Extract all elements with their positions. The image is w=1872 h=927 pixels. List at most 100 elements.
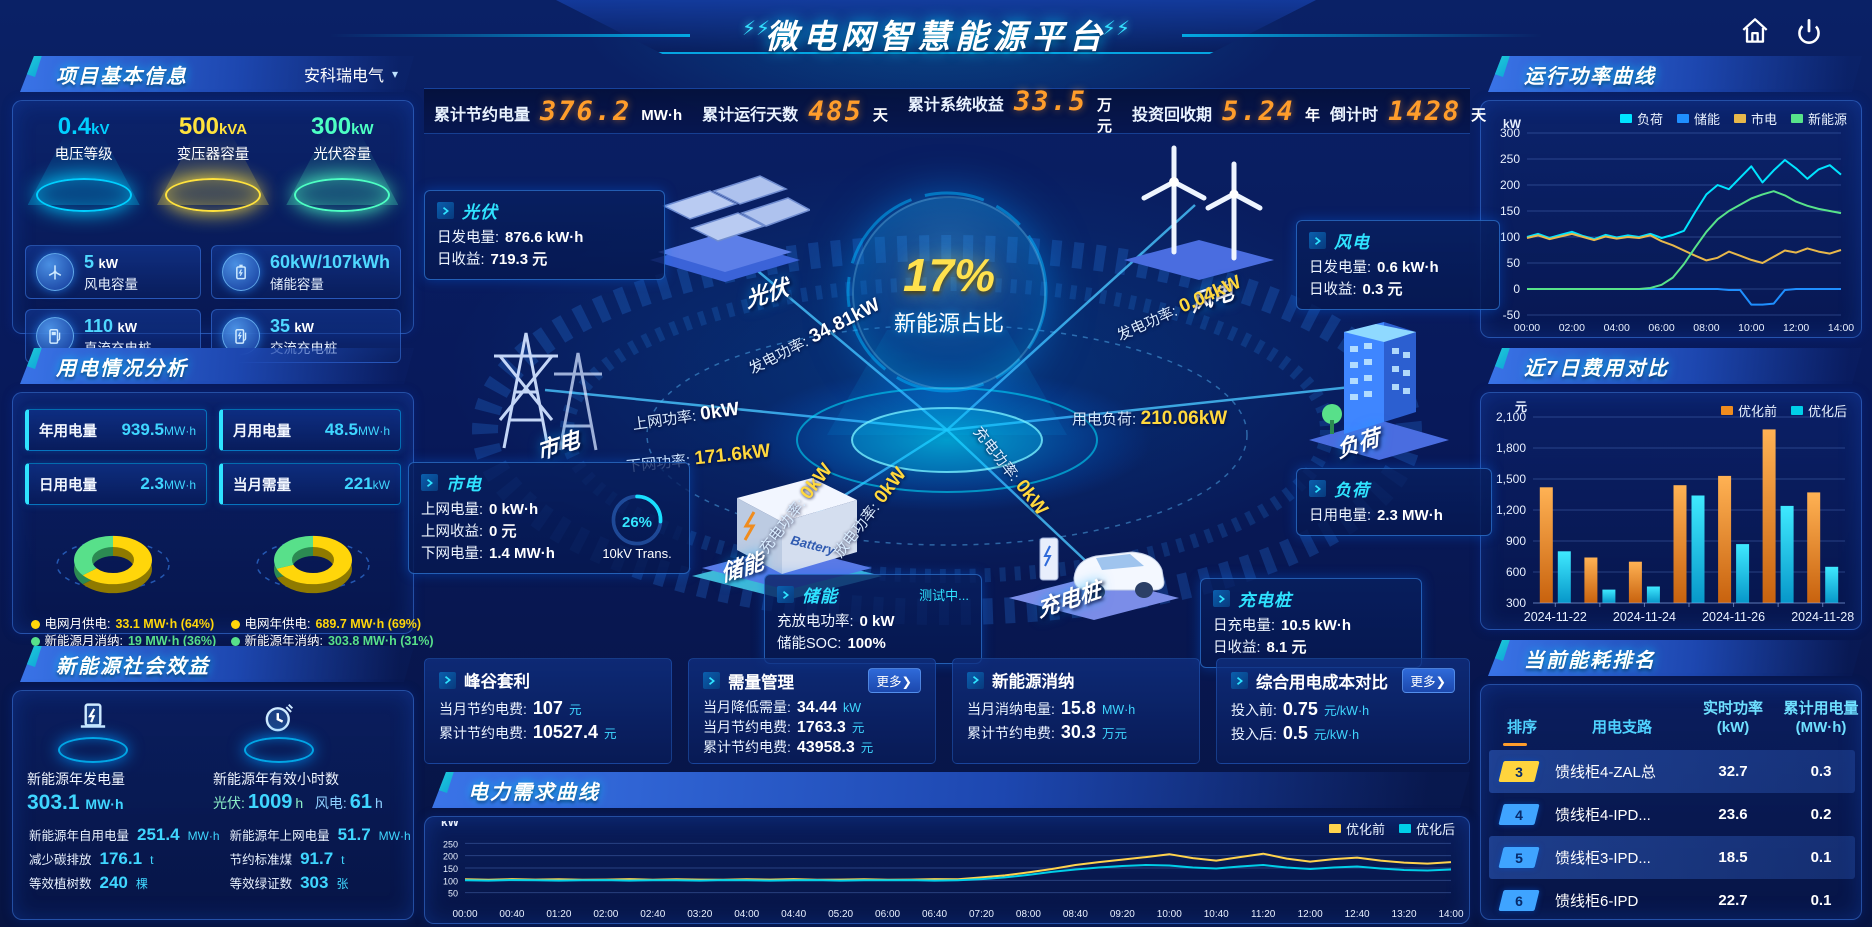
social-secondary-stat: 新能源年自用电量 251.4 MW·h	[29, 825, 220, 844]
transmission-towers-illustration	[494, 332, 602, 451]
benefit-card-demand-mgmt: 需量管理 更多❯ 当月降低需量: 34.44 kW 当月节约电费: 1763.3 元 累…	[688, 658, 936, 764]
rank-badge: 5	[1498, 847, 1540, 868]
table-row[interactable]: 3 馈线柜4-ZAL总 32.7 0.3	[1489, 750, 1855, 793]
svg-text:1,800: 1,800	[1496, 441, 1526, 455]
svg-text:2024-11-22: 2024-11-22	[1524, 610, 1587, 624]
power-icon	[1798, 18, 1820, 44]
card-icon	[967, 671, 984, 689]
card-title: 储能	[802, 587, 838, 606]
svg-text:100: 100	[1500, 230, 1520, 244]
legend-item: 电网年供电: 689.7 MW·h (69%)	[230, 616, 421, 633]
home-button[interactable]	[1738, 14, 1772, 48]
building-illustration	[1309, 322, 1449, 460]
panel-header: 当前能耗排名	[1488, 640, 1862, 676]
battery-icon	[221, 253, 260, 291]
panel-body: 0.4kV 电压等级 500kVA 变压器容量 300kW 光伏容量 5 kW …	[12, 100, 414, 363]
svg-text:04:40: 04:40	[781, 909, 806, 920]
svg-text:04:00: 04:00	[734, 909, 759, 920]
company-select-value: 安科瑞电气	[303, 68, 384, 85]
panel-usage-analysis: 用电情况分析 年用电量 939.5MW·h 月用电量 48.5MW·h 日用电量…	[12, 348, 434, 648]
table-row[interactable]: 5 馈线柜3-IPD... 18.5 0.1	[1489, 836, 1855, 879]
svg-text:600: 600	[1506, 565, 1526, 579]
table-row[interactable]: 6 馈线柜6-IPD 22.7 0.1	[1489, 879, 1855, 920]
card-title: 峰谷套利	[464, 673, 530, 691]
capacity-cone-2: 300kW 光伏容量	[281, 113, 403, 233]
svg-text:06:00: 06:00	[1648, 322, 1674, 334]
card-chevron-icon	[421, 474, 438, 491]
rank-badge: 4	[1498, 804, 1540, 825]
svg-text:02:00: 02:00	[1559, 322, 1585, 334]
card-chevron-icon	[1213, 590, 1230, 607]
card-title: 风电	[1334, 233, 1370, 252]
panel-header: 近7日费用对比	[1488, 348, 1862, 384]
svg-text:09:20: 09:20	[1110, 909, 1135, 920]
legend-item: 新能源月消纳: 19 MW·h (36%)	[30, 633, 216, 650]
header-accent-dash	[1503, 743, 1527, 746]
svg-text:250: 250	[1500, 152, 1520, 166]
panel-cost-compare: 近7日费用对比 优化前 优化后 300 600 900 1,200 1,500 1,800 2…	[1480, 348, 1862, 630]
new-energy-percent: 17%	[902, 249, 996, 301]
company-select[interactable]: 安科瑞电气 ▾	[304, 62, 398, 86]
legend-item: 优化前	[1328, 819, 1385, 838]
more-button[interactable]: 更多❯	[867, 668, 921, 693]
panel-social-benefit: 新能源社会效益 新能源年发电量 303.1 MW·h 新能源年有效小时数 光伏:…	[12, 646, 414, 920]
usage-pill: 年用电量 939.5MW·h	[25, 409, 207, 451]
legend-item: 优化前	[1720, 401, 1777, 420]
gauge-value: 26%	[621, 514, 653, 531]
legend-item: 新能源	[1790, 109, 1847, 128]
wind-info-card: 风电 日发电量: 0.6 kW·h 日收益: 0.3 元	[1296, 220, 1500, 310]
panel-body: 新能源年发电量 303.1 MW·h 新能源年有效小时数 光伏: 1009 h 风电…	[12, 690, 414, 920]
svg-text:00:40: 00:40	[499, 909, 524, 920]
card-title: 充电桩	[1238, 591, 1292, 610]
more-button[interactable]: 更多❯	[1401, 668, 1455, 693]
svg-text:10:00: 10:00	[1738, 322, 1764, 334]
svg-text:10:00: 10:00	[1157, 909, 1182, 920]
svg-text:100: 100	[443, 876, 458, 886]
svg-text:2,100: 2,100	[1496, 410, 1526, 424]
wind-turbine-icon	[36, 253, 74, 291]
panel-body: 负荷 储能 市电 新能源 -50 0 50 100 150 200 250 300 00:00 02:0…	[1480, 100, 1862, 338]
card-title: 需量管理	[728, 673, 794, 692]
supply-donut: 电网年供电: 689.7 MW·h (69%) 新能源年消纳: 303.8 MW·h…	[221, 513, 434, 650]
ev-charger-illustration	[1009, 537, 1179, 620]
benefit-card-consumption: 新能源消纳 当月消纳电量: 15.8 MW·h 累计节约电费: 30.3 万元	[952, 658, 1200, 764]
svg-text:06:40: 06:40	[922, 909, 947, 920]
app-header: ⚡⚡ ⚡⚡ 微电网智慧能源平台	[0, 0, 1872, 58]
svg-text:kW: kW	[1503, 117, 1522, 131]
social-secondary-stat: 等效绿证数 303 张	[229, 873, 349, 892]
charger-info-card: 充电桩 日充电量: 10.5 kW·h 日收益: 8.1 元	[1200, 578, 1422, 668]
run-power-legend: 负荷 储能 市电 新能源	[1619, 109, 1847, 128]
svg-text:01:20: 01:20	[546, 909, 571, 920]
svg-text:00:00: 00:00	[1514, 322, 1540, 334]
stat-run-days: 累计运行天数 485 天	[702, 95, 888, 127]
donut-chart	[256, 535, 370, 594]
legend-item: 电网月供电: 33.1 MW·h (64%)	[30, 616, 214, 633]
svg-text:250: 250	[443, 839, 458, 849]
grid-info-card: 市电 上网电量: 0 kW·h 上网收益: 0 元 下网电量: 1.4 MW·h 26…	[408, 462, 690, 574]
svg-text:150: 150	[1500, 204, 1520, 218]
svg-text:03:20: 03:20	[687, 909, 712, 920]
svg-text:1,500: 1,500	[1496, 472, 1526, 486]
svg-text:200: 200	[1500, 178, 1520, 192]
solar-panels-illustration	[650, 175, 810, 282]
gauge-label: 10kV Trans.	[602, 546, 672, 561]
power-button[interactable]	[1792, 14, 1826, 48]
social-hours-stat: 新能源年有效小时数 光伏: 1009 h 风电: 61 h	[213, 701, 399, 815]
table-row[interactable]: 4 馈线柜4-IPD... 23.6 0.2	[1489, 793, 1855, 836]
panel-run-power: 运行功率曲线 负荷 储能 市电 新能源 -50 0 50 100 150 200 250 300 00…	[1480, 56, 1862, 338]
panel-body: 优化前 优化后 50 100 150 200 250 00:00 00:40 01:20 02:0…	[424, 816, 1470, 924]
legend-item: 优化后	[1790, 401, 1847, 420]
lightning-icon: ⚡⚡	[742, 18, 771, 40]
rank-badge: 3	[1498, 761, 1540, 782]
panel-title: 近7日费用对比	[1524, 357, 1670, 380]
panel-header: 运行功率曲线	[1488, 56, 1862, 92]
chevron-down-icon: ▾	[391, 67, 398, 81]
page-title: 微电网智慧能源平台	[765, 18, 1107, 55]
header-deco-line-right	[1182, 34, 1542, 37]
svg-text:2024-11-24: 2024-11-24	[1613, 610, 1676, 624]
card-title: 综合用电成本对比	[1256, 673, 1388, 692]
social-secondary-stat: 减少碳排放 176.1 t	[29, 849, 154, 868]
svg-text:300: 300	[1500, 126, 1520, 140]
ranking-table-header: 排序 用电支路 实时功率 (kW) 累计用电量 (MW·h)	[1506, 700, 1859, 736]
svg-text:50: 50	[448, 889, 458, 899]
